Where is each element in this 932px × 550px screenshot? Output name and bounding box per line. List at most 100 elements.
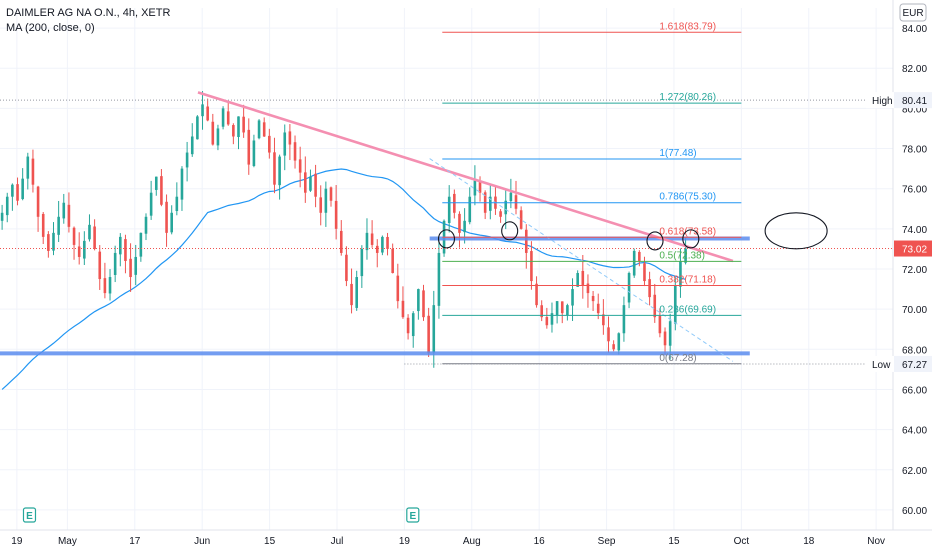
candle-body (499, 211, 502, 217)
time-axis[interactable]: 19 May 17 Jun 15 Jul 19 Aug 16 Sep 15 Oct 18 Nov E E (0, 507, 932, 547)
candle-body (571, 289, 574, 306)
candle-body (304, 172, 307, 193)
candle-body (262, 122, 266, 137)
candle-body (0, 212, 4, 221)
candle-body (26, 156, 30, 179)
candle-body (391, 248, 394, 274)
x-tick-label: Oct (734, 536, 750, 547)
candle-body (350, 283, 353, 306)
x-tick-label: 15 (264, 536, 276, 547)
candle-body (226, 111, 230, 125)
candle-body (386, 236, 389, 249)
candle-body (422, 290, 425, 318)
earnings-marker-label: E (26, 511, 33, 522)
x-tick-label: Aug (463, 536, 481, 547)
candle-body (617, 333, 621, 351)
candle-body (113, 252, 117, 275)
earnings-marker (406, 507, 420, 523)
candle-body (478, 181, 482, 193)
candle-body (52, 232, 55, 251)
candle-body (257, 120, 261, 139)
low-badge (894, 355, 932, 372)
fib-level-label: 0.236(69.69) (659, 304, 716, 315)
candle-body (674, 285, 677, 324)
candle-body (98, 251, 102, 280)
moving-average-line (1, 168, 686, 390)
fib-level-label: 0.786(75.30) (659, 192, 716, 203)
candle-body (602, 314, 605, 326)
candle-body (247, 129, 251, 165)
annotation-circle (646, 231, 664, 251)
candle-body (612, 344, 615, 350)
candles-layer (0, 91, 687, 368)
candle-body (365, 232, 369, 251)
y-tick-label: 72.00 (902, 265, 927, 276)
candle-body (196, 116, 199, 140)
high-label: High (872, 96, 893, 107)
candle-body (232, 125, 235, 137)
candle-body (62, 202, 66, 219)
last-price-value: 73.02 (902, 245, 927, 256)
candle-body (83, 240, 86, 259)
candle-body (314, 173, 317, 197)
x-tick-label: Jun (194, 536, 210, 547)
candle-body (411, 313, 415, 337)
candle-body (509, 192, 513, 202)
y-tick-label: 66.00 (902, 385, 927, 396)
candle-body (684, 248, 687, 263)
x-tick-label: 17 (129, 536, 141, 547)
candle-body (360, 248, 364, 277)
fib-level-label: 0.5(72.38) (659, 250, 705, 261)
candle-body (643, 263, 646, 282)
x-tick-label: 18 (803, 536, 815, 547)
x-tick-label: Sep (598, 536, 616, 547)
candle-body (242, 116, 245, 133)
candle-body (160, 176, 163, 205)
candle-body (566, 305, 569, 316)
candle-body (41, 213, 45, 237)
candle-body (668, 321, 672, 346)
candle-body (119, 236, 122, 255)
y-tick-label: 74.00 (902, 225, 927, 236)
candle-body (103, 278, 107, 294)
candle-body (679, 260, 682, 287)
y-tick-label: 68.00 (902, 345, 927, 356)
candle-body (334, 200, 338, 229)
y-tick-label: 78.00 (902, 145, 927, 156)
candle-body (586, 283, 590, 294)
candle-body (190, 136, 194, 155)
candle-body (211, 121, 215, 145)
currency-badge[interactable] (899, 3, 927, 22)
candle-body (663, 331, 667, 346)
candle-body (596, 303, 600, 314)
candle-body (237, 116, 240, 138)
last-price-badge (894, 240, 932, 257)
candle-body (560, 301, 564, 314)
candle-body (622, 305, 626, 334)
candle-body (555, 301, 559, 316)
y-tick-label: 76.00 (902, 185, 927, 196)
high-value: 80.41 (902, 96, 927, 107)
earnings-marker (22, 507, 37, 523)
high-badge (894, 92, 932, 109)
y-tick-label: 60.00 (902, 506, 927, 517)
y-tick-label: 62.00 (902, 466, 927, 477)
candle-body (468, 196, 472, 223)
chart-grid (0, 8, 893, 530)
candle-body (36, 186, 40, 217)
dashed-trendline (429, 158, 734, 362)
candle-body (175, 196, 179, 212)
price-axis[interactable]: 60.00 62.00 64.00 66.00 68.00 70.00 72.00 74.00… (866, 0, 932, 530)
candle-body (524, 229, 528, 253)
high-label-bg (866, 92, 896, 109)
candle-body (154, 176, 158, 190)
candle-body (329, 187, 333, 201)
candle-body (293, 142, 297, 161)
candle-body (21, 178, 24, 200)
candle-body (216, 128, 220, 146)
candle-body (632, 250, 636, 276)
candle-body (375, 245, 379, 253)
currency-label: EUR (902, 8, 923, 19)
candle-body (268, 135, 271, 153)
